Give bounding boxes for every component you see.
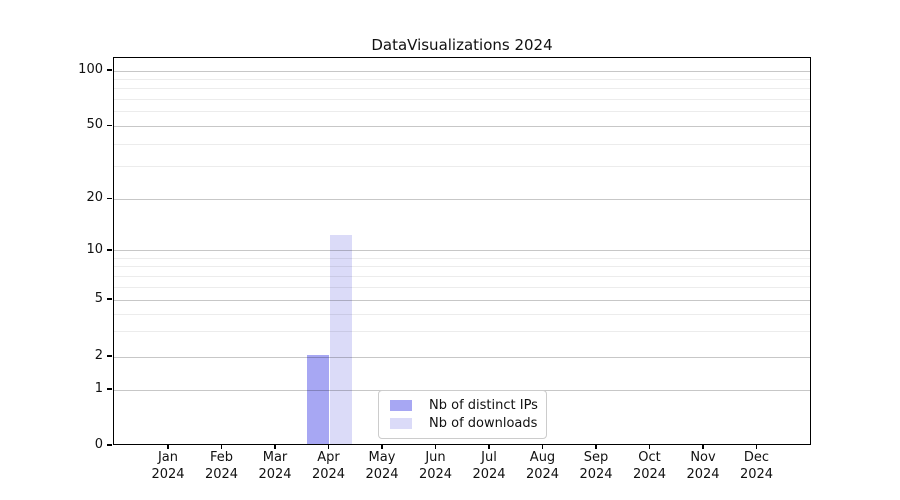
x-tick-label-sep: Sep 2024 [564,449,628,483]
x-tick-month-dec: Dec [743,450,770,465]
gridline-minor-70 [114,99,810,101]
gridline-minor-9 [114,257,810,259]
bar-apr-distinct-ips [307,355,330,444]
y-tick-mark-10 [107,249,112,251]
x-tick-year-dec: 2024 [739,467,774,482]
x-tick-label-dec: Dec 2024 [725,449,789,483]
x-tick-mark-dec [755,444,758,449]
y-tick-label-2: 2 [94,348,103,364]
x-tick-mark-jun [434,444,437,449]
y-tick-mark-1 [107,388,112,390]
x-tick-month-jun: Jun [425,450,446,465]
x-tick-year-aug: 2024 [525,467,560,482]
gridline-major-20 [114,198,810,200]
x-tick-mark-sep [595,444,597,449]
x-tick-label-mar: Mar 2024 [243,449,307,483]
x-tick-month-aug: Aug [529,450,556,465]
x-tick-month-nov: Nov [690,450,716,465]
x-tick-label-feb: Feb 2024 [190,449,254,483]
x-tick-month-feb: Feb [209,450,234,465]
legend-swatch-downloads [390,418,412,430]
gridline-major-2 [114,356,810,358]
x-tick-month-apr: Apr [317,450,340,465]
x-tick-label-jun: Jun 2024 [404,449,468,483]
y-tick-label-1: 1 [94,381,103,397]
x-tick-year-oct: 2024 [632,467,667,482]
legend: Nb of distinct IPs Nb of downloads [378,390,547,439]
legend-swatch-distinct-ips [390,399,412,411]
gridline-minor-3 [114,331,810,333]
x-tick-year-nov: 2024 [686,467,720,482]
chart-title: DataVisualizations 2024 [371,36,553,54]
y-tick-mark-2 [107,355,112,357]
gridline-major-100 [114,70,810,72]
x-tick-month-sep: Sep [583,450,609,465]
x-tick-month-may: May [368,450,396,465]
gridline-minor-6 [114,286,810,288]
x-tick-month-jul: Jul [481,450,497,465]
y-tick-mark-0 [107,444,112,446]
x-tick-label-apr: Apr 2024 [297,449,361,483]
x-tick-mark-nov [702,444,704,449]
gridline-minor-90 [114,79,810,81]
x-tick-mark-feb [220,444,223,449]
gridline-major-10 [114,250,810,252]
x-tick-mark-mar [274,444,276,449]
y-tick-label-100: 100 [78,62,103,78]
x-tick-year-jan: 2024 [151,467,185,482]
x-tick-mark-jul [488,444,490,449]
gridline-minor-40 [114,143,810,145]
x-tick-month-jan: Jan [157,450,179,465]
y-tick-label-0: 0 [94,437,103,452]
x-tick-year-feb: 2024 [204,467,239,482]
x-tick-month-mar: Mar [262,450,288,465]
x-tick-label-may: May 2024 [350,449,414,483]
gridline-minor-80 [114,88,810,90]
plot-area: Nb of distinct IPs Nb of downloads [113,57,811,445]
x-tick-label-nov: Nov 2024 [671,449,735,483]
y-tick-label-5: 5 [94,291,103,307]
y-tick-label-20: 20 [86,190,103,206]
gridline-minor-30 [114,166,810,168]
y-tick-mark-100 [107,69,112,71]
gridline-minor-60 [114,111,810,113]
legend-item-distinct-ips: Nb of distinct IPs [386,398,539,413]
y-tick-mark-20 [107,197,112,199]
x-tick-mark-jan [167,444,169,449]
bars-layer [114,58,810,444]
legend-label-distinct-ips: Nb of distinct IPs [429,397,538,413]
x-tick-month-oct: Oct [638,450,661,465]
gridline-minor-4 [114,313,810,315]
gridline-major-5 [114,299,810,301]
gridline-minor-8 [114,266,810,268]
x-tick-year-sep: 2024 [579,467,613,482]
x-tick-year-mar: 2024 [258,467,292,482]
x-tick-mark-aug [541,444,544,449]
x-tick-year-jul: 2024 [472,467,506,482]
legend-label-downloads: Nb of downloads [429,416,538,432]
x-tick-mark-apr [327,444,330,449]
x-tick-year-may: 2024 [365,467,399,482]
y-tick-mark-5 [107,298,112,300]
x-tick-label-aug: Aug 2024 [511,449,575,483]
y-tick-label-10: 10 [86,241,103,257]
bar-apr-downloads [329,235,352,444]
x-tick-label-jul: Jul 2024 [457,449,521,483]
x-tick-label-jan: Jan 2024 [136,449,200,483]
y-tick-label-50: 50 [86,117,103,133]
x-tick-mark-may [381,444,383,449]
x-tick-label-oct: Oct 2024 [618,449,682,483]
y-tick-mark-50 [107,124,112,126]
grid-layer [114,58,810,444]
x-tick-mark-oct [648,444,651,449]
legend-item-downloads: Nb of downloads [386,416,539,431]
x-tick-year-apr: 2024 [311,467,346,482]
gridline-major-50 [114,125,810,127]
gridline-minor-7 [114,275,810,277]
x-tick-year-jun: 2024 [418,467,453,482]
